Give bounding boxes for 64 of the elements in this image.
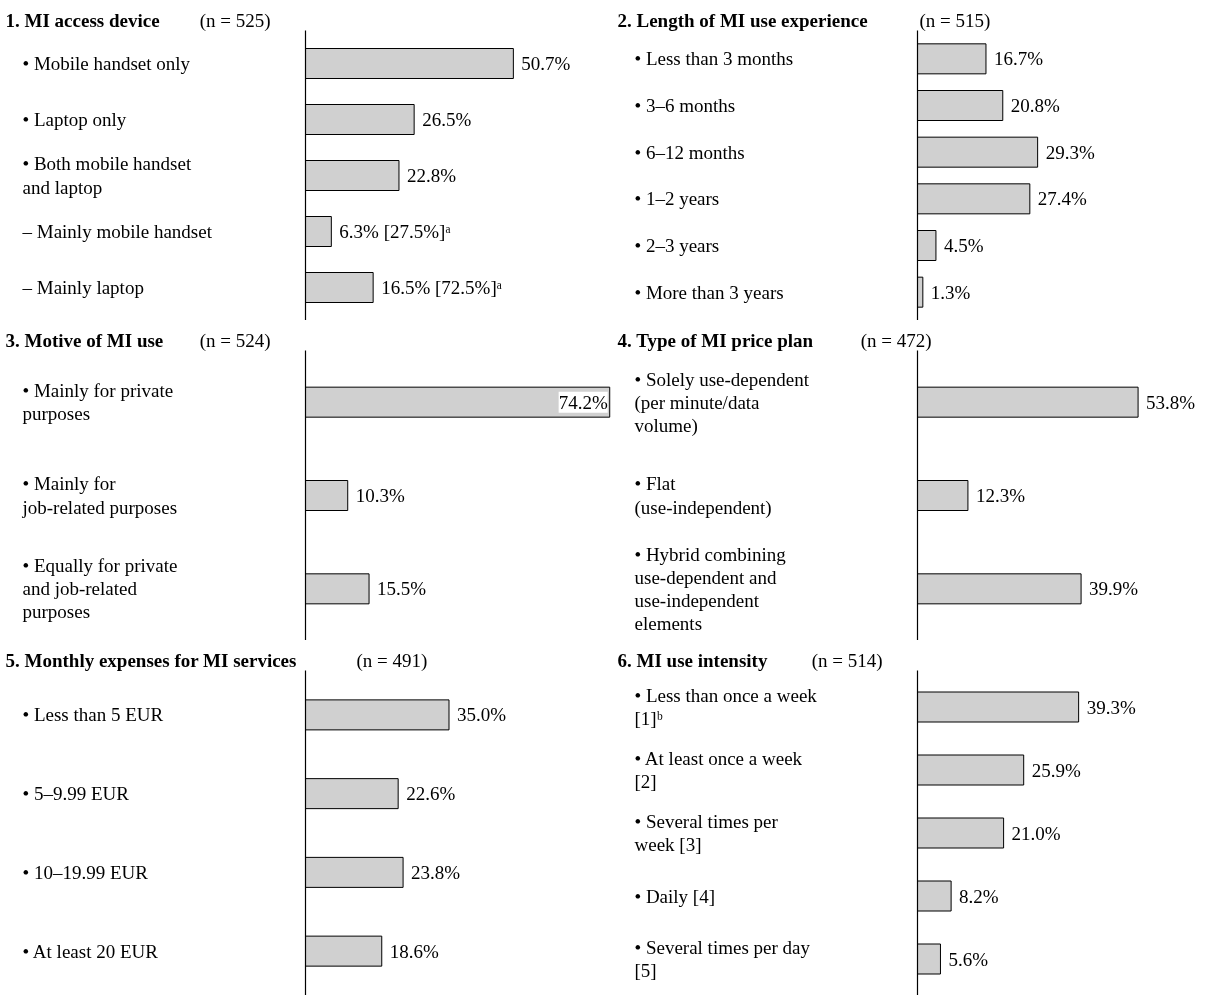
y-tick-label: • Laptop only bbox=[22, 109, 127, 130]
data-label: 25.9% bbox=[1031, 759, 1081, 781]
data-label: 4.5% bbox=[943, 235, 984, 256]
y-tick-label: • 6–12 months bbox=[634, 141, 745, 163]
text: 6. MI use intensity bbox=[617, 650, 768, 671]
y-tick-label: • Several times per day [5] bbox=[634, 936, 811, 982]
data-label: 22.8% bbox=[406, 165, 457, 186]
y-tick-label: • Several times per week [3] bbox=[634, 810, 779, 856]
data-label: 27.4% bbox=[1037, 188, 1088, 210]
y-tick-label: • 3–6 months bbox=[634, 95, 736, 116]
y-tick-label: • Less than 3 months bbox=[634, 48, 794, 70]
data-label: 6.3% [27.5%]ᵃ bbox=[339, 221, 451, 242]
y-tick-label: • Daily [4] bbox=[634, 885, 716, 907]
y-tick-label: • At least 20 EUR bbox=[22, 940, 159, 962]
y-tick-label: • Hybrid combining use-dependent and use-independent elements bbox=[634, 543, 787, 634]
data-label: 1.3% bbox=[930, 281, 971, 303]
text: 1. MI access device bbox=[5, 10, 160, 31]
text: 3. Motive of MI use bbox=[5, 330, 164, 351]
data-label: 53.8% bbox=[1146, 391, 1196, 413]
data-label: 16.5% [72.5%]ᵃ bbox=[381, 277, 502, 298]
data-label: 29.3% bbox=[1045, 141, 1095, 163]
y-tick-label: – Mainly mobile handset bbox=[21, 221, 213, 242]
y-tick-label: • Both mobile handset and laptop bbox=[22, 153, 192, 198]
y-tick-label: • Mobile handset only bbox=[22, 53, 191, 74]
chart-subtitle: (n = 525) bbox=[199, 10, 271, 32]
data-label: 74.2% bbox=[558, 391, 608, 413]
data-label: 21.0% bbox=[1011, 822, 1061, 844]
text: 2. Length of MI use experience bbox=[617, 10, 868, 31]
y-tick-label: – Mainly laptop bbox=[21, 277, 144, 298]
data-label: 26.5% bbox=[422, 109, 472, 130]
y-tick-label: • More than 3 years bbox=[634, 281, 784, 303]
y-tick-label: • 5–9.99 EUR bbox=[22, 783, 130, 805]
data-label: 16.7% bbox=[993, 48, 1044, 70]
text: 5. Monthly expenses for MI services bbox=[5, 650, 297, 671]
data-label: 8.2% bbox=[959, 885, 999, 907]
data-label: 23.8% bbox=[411, 861, 461, 883]
y-tick-label: • 10–19.99 EUR bbox=[22, 861, 149, 883]
y-tick-label: • Less than 5 EUR bbox=[22, 704, 164, 726]
chart-subtitle: (n = 514) bbox=[811, 650, 883, 672]
data-label: 35.0% bbox=[457, 704, 507, 726]
y-tick-label: • At least once a week [2] bbox=[634, 747, 803, 793]
y-tick-label: • 1–2 years bbox=[634, 188, 720, 210]
data-label: 39.9% bbox=[1089, 578, 1139, 600]
y-tick-label: • Mainly for job-related purposes bbox=[21, 473, 178, 518]
chart-subtitle: (n = 491) bbox=[356, 650, 428, 672]
y-tick-label: • Flat (use-independent) bbox=[634, 473, 772, 519]
y-tick-label: • Solely use-dependent (per minute/data volume) bbox=[634, 368, 810, 437]
data-label: 15.5% bbox=[377, 578, 427, 600]
chart-subtitle: (n = 472) bbox=[860, 330, 932, 352]
y-tick-label: • Mainly for private purposes bbox=[22, 380, 174, 425]
data-label: 10.3% bbox=[355, 485, 405, 506]
text: 4. Type of MI price plan bbox=[617, 330, 814, 351]
y-tick-label: • Equally for private and job-related purposes bbox=[22, 555, 178, 623]
data-label: 50.7% bbox=[521, 53, 571, 74]
data-label: 20.8% bbox=[1010, 95, 1061, 116]
data-label: 18.6% bbox=[389, 940, 440, 962]
data-label: 5.6% bbox=[948, 948, 989, 970]
y-tick-label: • 2–3 years bbox=[634, 235, 720, 256]
chart-subtitle: (n = 515) bbox=[919, 10, 991, 32]
data-label: 22.6% bbox=[406, 783, 456, 805]
data-label: 12.3% bbox=[975, 485, 1026, 506]
data-label: 39.3% bbox=[1086, 696, 1136, 718]
text: (n = 524) bbox=[199, 330, 271, 352]
y-tick-label: • Less than once a week [1]ᵇ bbox=[634, 684, 818, 730]
